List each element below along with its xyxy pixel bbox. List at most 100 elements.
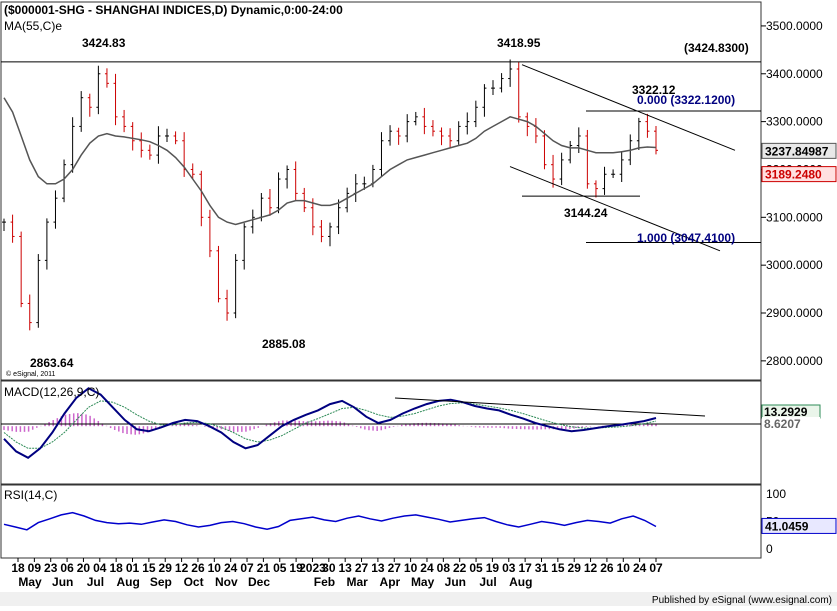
month-label: May [411, 575, 435, 589]
month-label: Feb [314, 575, 335, 589]
time-tick-label: 10 [208, 561, 222, 575]
price-bar [593, 180, 598, 198]
price-bar [165, 128, 169, 143]
chart-title: ($000001-SHG - SHANGHAI INDICES,D) Dynam… [4, 3, 343, 17]
price-annotations: 3424.83 3418.95 (3424.8300) 3322.120.000 (3… [30, 36, 749, 370]
price-bar [465, 112, 470, 135]
time-tick-label: 10 [617, 561, 631, 575]
ma-label: MA(55,C)e [4, 19, 62, 33]
price-bar [216, 245, 221, 303]
time-tick-label: 27 [388, 561, 402, 575]
price-bar [328, 222, 332, 247]
price-bar [559, 152, 564, 186]
price-bar [233, 254, 238, 319]
price-bar [225, 289, 230, 321]
month-label: Nov [215, 575, 238, 589]
value-box-text: 41.0459 [765, 519, 809, 533]
price-annotation: 3424.83 [82, 36, 126, 50]
ma-value-label: 3237.84987 [761, 142, 837, 159]
price-bar [619, 150, 624, 183]
price-tick-label: 3500.0000 [766, 19, 823, 33]
month-label: Jul [479, 575, 496, 589]
time-tick-label: 09 [28, 561, 42, 575]
price-bar [645, 113, 650, 138]
price-annotation: 3322.12 [632, 83, 676, 97]
time-tick-label: 24 [224, 561, 238, 575]
price-bar [113, 73, 118, 126]
price-bar [79, 91, 84, 132]
price-annotation: 2863.64 [30, 356, 74, 370]
value-box [761, 517, 837, 534]
price-bar [362, 176, 367, 190]
time-tick-label: 26 [191, 561, 205, 575]
rsi-tick-label: 0 [766, 542, 773, 556]
price-bar [87, 93, 92, 117]
month-label: Dec [248, 575, 270, 589]
price-bar [2, 218, 6, 232]
price-bar [130, 122, 135, 151]
price-bar [104, 68, 109, 88]
time-tick-label: 18 [109, 561, 123, 575]
price-bar [491, 80, 495, 96]
value-box-text: 13.2929 [764, 405, 808, 419]
price-bar [139, 132, 144, 158]
time-tick-label: 29 [159, 561, 173, 575]
time-tick-label: 03 [502, 561, 516, 575]
time-tick-label: 26 [600, 561, 614, 575]
price-bar [250, 209, 255, 234]
macd-trendline [394, 397, 706, 417]
price-bar [310, 198, 315, 236]
price-bar [611, 169, 616, 178]
price-axis: 2800.00002900.00003000.00003100.00003200… [761, 19, 837, 368]
value-box [761, 166, 837, 183]
price-bar [319, 219, 324, 243]
price-bar [430, 120, 435, 137]
month-label: May [18, 575, 42, 589]
month-label: Oct [184, 575, 204, 589]
price-bar [636, 117, 641, 150]
price-bar [482, 84, 487, 117]
price-bar [473, 100, 478, 128]
time-tick-label: 27 [355, 561, 369, 575]
value-box [762, 417, 820, 430]
time-tick-label: 15 [142, 561, 156, 575]
price-bar [439, 127, 444, 146]
month-label: Jul [87, 575, 104, 589]
time-tick-label: 04 [93, 561, 107, 575]
price-bar [242, 223, 247, 270]
price-bar [405, 114, 410, 143]
price-bar [585, 129, 590, 189]
price-bar [147, 144, 152, 160]
month-label: Apr [380, 575, 401, 589]
month-label: Aug [509, 575, 532, 589]
time-tick-label: 05 [469, 561, 483, 575]
price-bar [207, 209, 212, 258]
price-bar [379, 132, 384, 177]
price-bar [576, 127, 581, 154]
time-tick-label: 15 [551, 561, 565, 575]
rsi-axis: 05010041.0459 [761, 487, 837, 556]
time-tick-label: 12 [175, 561, 189, 575]
price-bar [27, 294, 32, 331]
macd-value-label: 8.6207 [762, 417, 820, 431]
price-tick-label: 3400.0000 [766, 67, 823, 81]
price-bar [36, 254, 41, 328]
macd-line [3, 387, 657, 459]
rsi-tick-label: 100 [766, 487, 786, 501]
price-bar [122, 109, 127, 133]
trendline-upper-channel [521, 64, 736, 151]
price-bar [10, 214, 15, 243]
price-tick-label: 3000.0000 [766, 258, 823, 272]
time-tick-label: 29 [568, 561, 582, 575]
price-bar [62, 159, 67, 203]
price-bar [293, 161, 298, 201]
price-bar [422, 107, 427, 135]
price-bar [542, 130, 547, 170]
month-label: Jun [445, 575, 466, 589]
price-annotation: 2885.08 [262, 337, 306, 351]
month-label: Jun [52, 575, 73, 589]
macd-value-label: 13.2929 [761, 404, 821, 419]
